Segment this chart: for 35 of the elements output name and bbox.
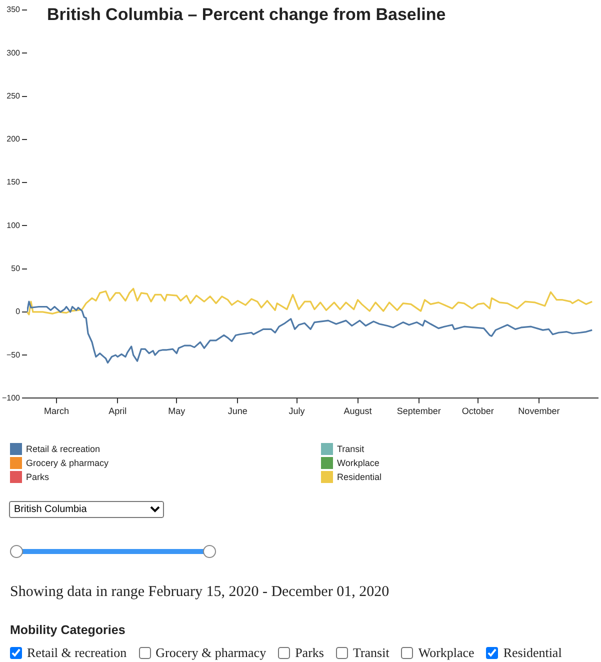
y-tick-label: 150 (6, 178, 21, 187)
legend-label: Grocery & pharmacy (26, 458, 109, 468)
text: Grocery & pharmacy (156, 645, 266, 660)
x-tick-label: June (228, 406, 248, 416)
x-tick-label: September (396, 406, 441, 416)
legend-label: Parks (26, 472, 50, 482)
text: Residential (503, 645, 562, 660)
y-tick-label: 250 (6, 91, 21, 100)
legend-label: Residential (337, 472, 382, 482)
x-tick-label: October (462, 406, 494, 416)
legend-label: Transit (337, 444, 364, 454)
x-tick-label: July (288, 406, 306, 416)
x-tick-label: March (44, 406, 70, 416)
text: Parks (295, 645, 324, 660)
y-tick-label: 50 (11, 264, 21, 274)
text: Retail & recreation (27, 645, 127, 660)
y-tick-label: 200 (6, 134, 21, 144)
x-tick-label: November (518, 406, 560, 416)
y-tick-label: 100 (6, 220, 21, 230)
legend-label: Workplace (337, 458, 380, 468)
text: Mobility Categories (10, 623, 126, 637)
y-tick-label: 300 (6, 48, 21, 58)
y-tick-label: −100 (2, 393, 21, 402)
x-tick-label: May (168, 406, 186, 416)
chart-title: British Columbia – Percent change from Baseline (47, 5, 446, 25)
text: Transit (352, 645, 390, 660)
x-tick-label: August (344, 406, 372, 416)
text: Workplace (418, 645, 474, 660)
text: Showing data in range February 15, 2020 - December 01, 2020 (10, 584, 390, 601)
x-tick-label: April (108, 406, 127, 416)
y-tick-label: 0 (16, 307, 21, 316)
y-tick-label: −50 (6, 350, 21, 360)
text: British Columbia (9, 501, 164, 518)
legend-label: Retail & recreation (26, 444, 100, 454)
y-tick-label: 350 (6, 5, 21, 14)
